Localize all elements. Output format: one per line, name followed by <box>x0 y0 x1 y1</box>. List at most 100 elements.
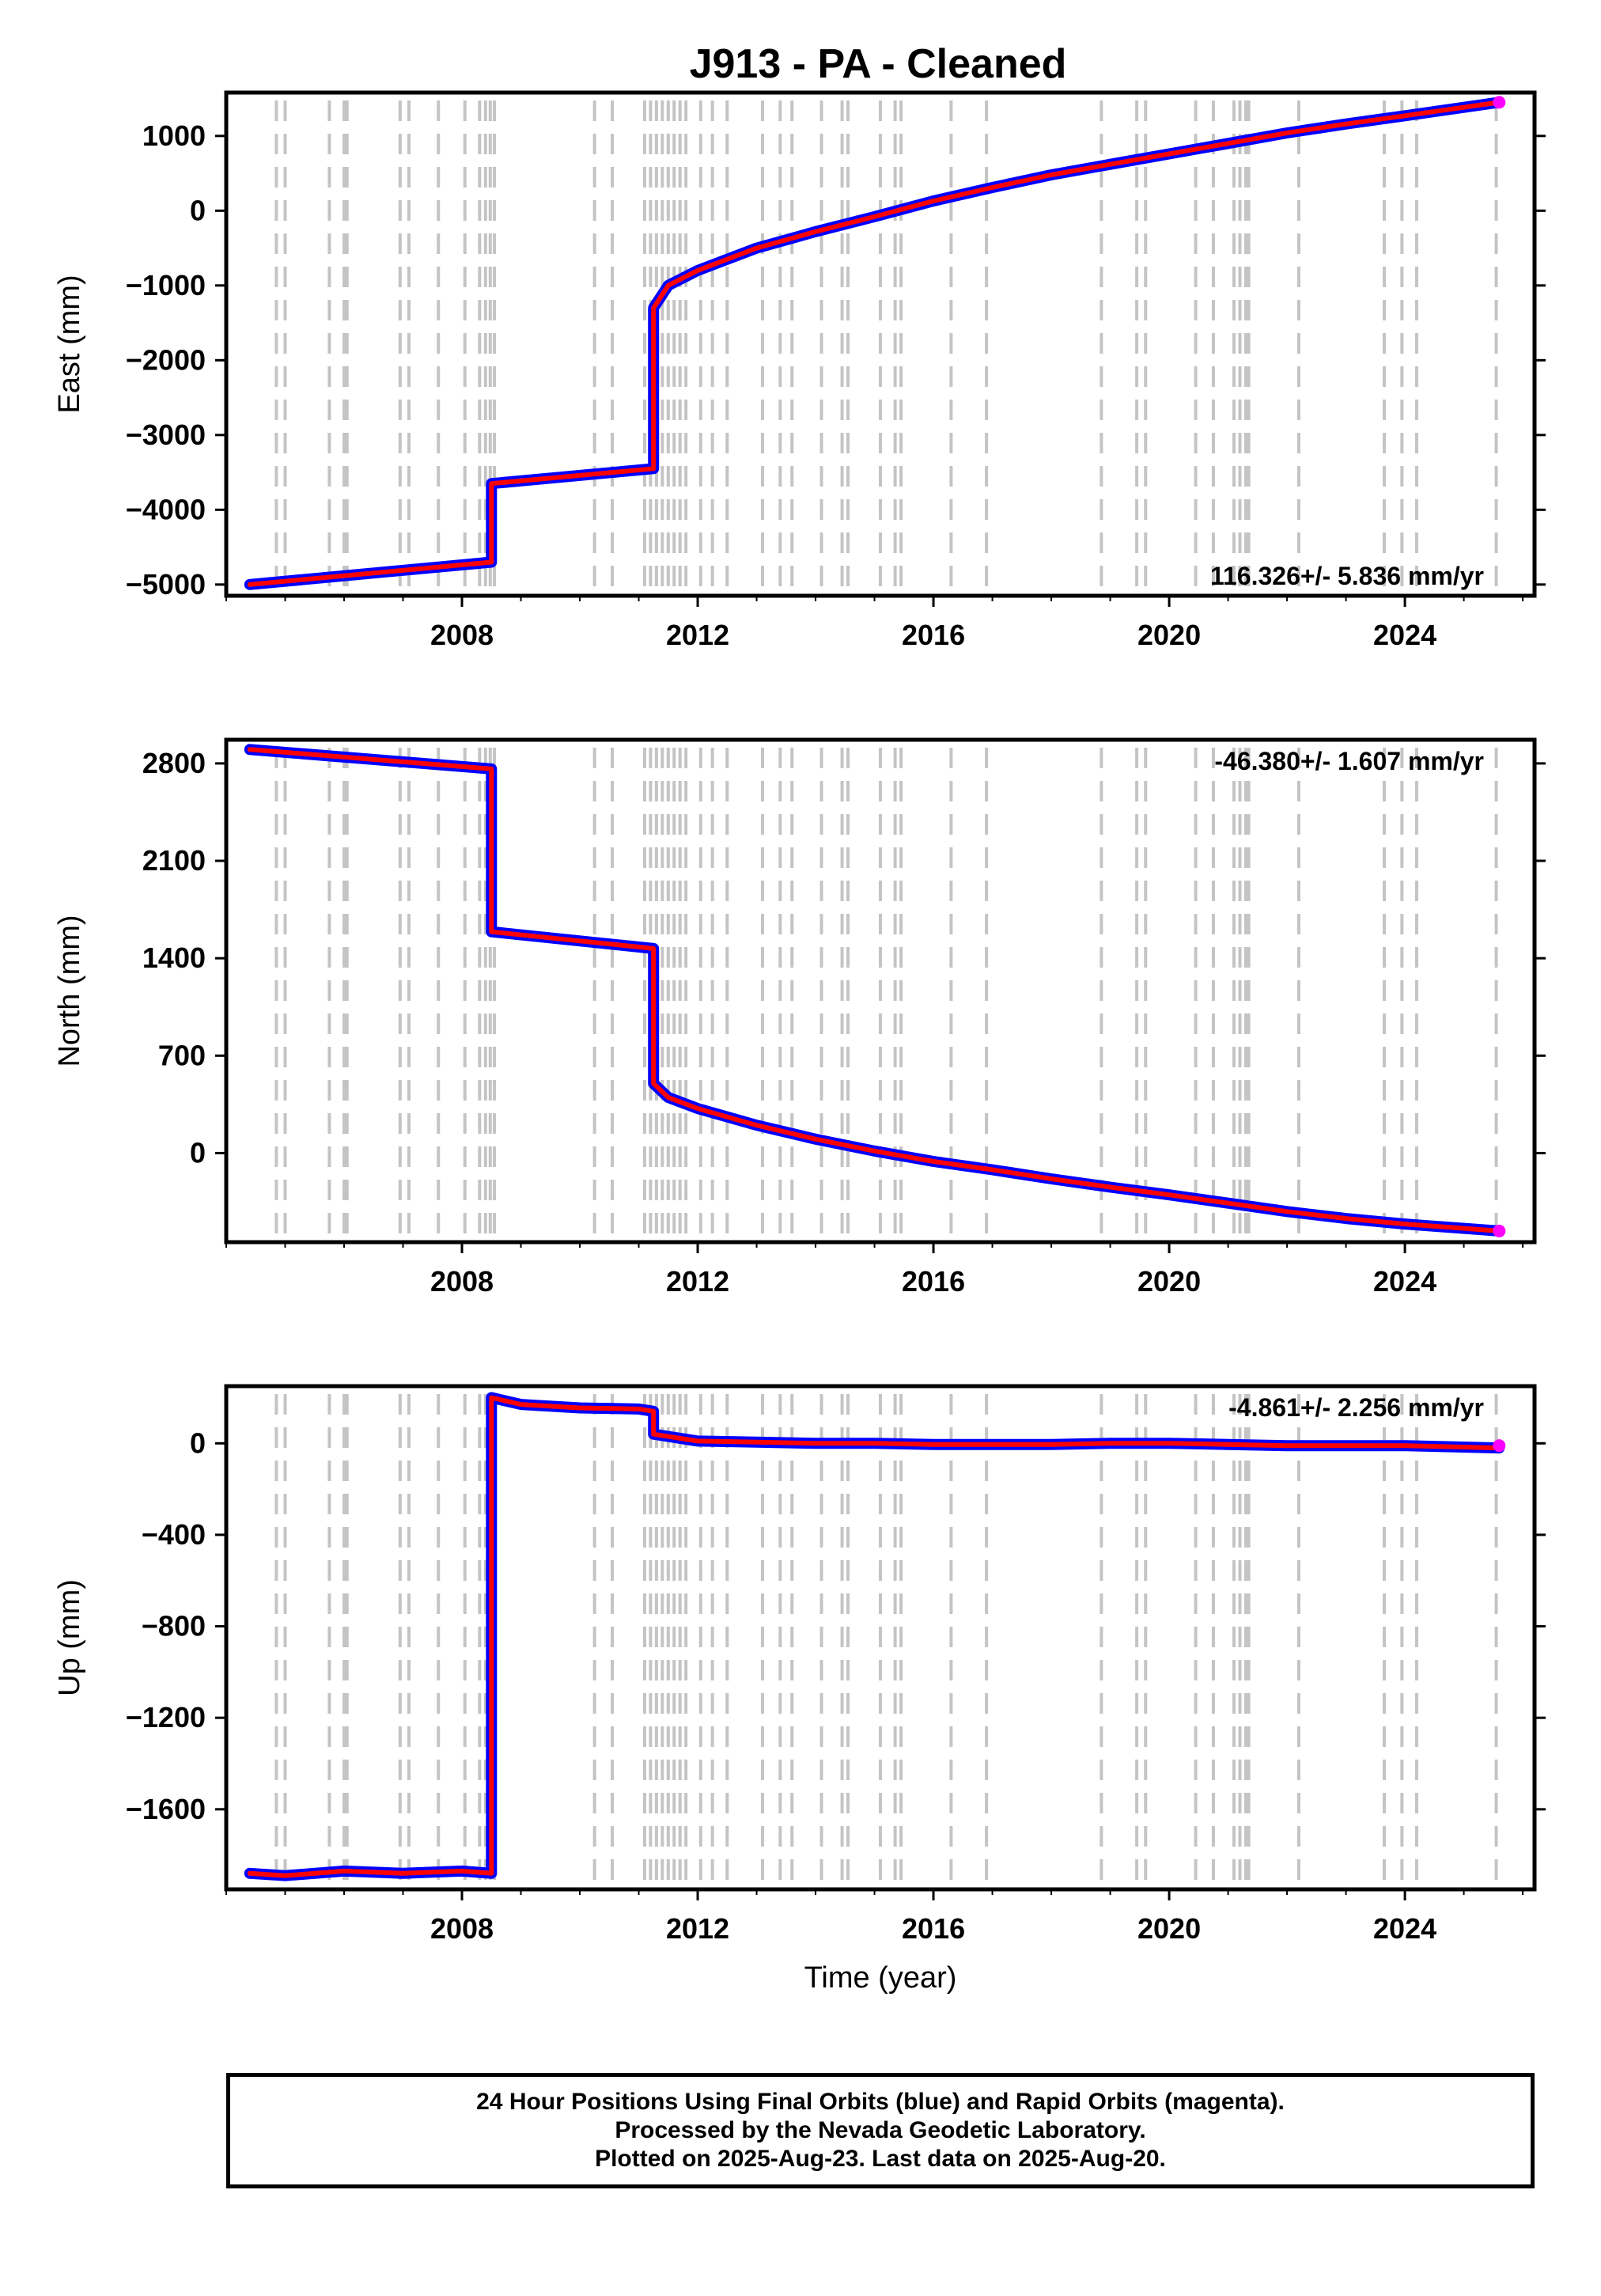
data-point <box>651 946 656 951</box>
data-point <box>489 930 494 934</box>
y-tick-label: −2000 <box>126 343 206 376</box>
data-point <box>401 1871 405 1876</box>
rapid-orbits-marker <box>1493 1224 1506 1237</box>
x-tick-label: 2016 <box>902 619 965 651</box>
data-point <box>651 305 656 310</box>
y-tick-label: 1400 <box>142 942 206 974</box>
data-point <box>1167 152 1171 156</box>
data-point <box>1402 1222 1407 1226</box>
y-tick-label: −5000 <box>126 568 206 601</box>
data-point <box>1108 1185 1113 1189</box>
data-point <box>651 466 656 471</box>
panel-east: 1000 0 −1000 −2000 −3000 −4000 −5000 2008 2012 20… <box>53 90 1546 651</box>
y-axis-label: Up (mm) <box>53 1579 86 1696</box>
data-point <box>1402 1443 1407 1448</box>
data-point <box>651 1432 656 1437</box>
x-axis-label: Time (year) <box>804 1961 957 1995</box>
data-point <box>577 1406 582 1410</box>
data-point <box>666 283 671 288</box>
x-tick-label: 2024 <box>1373 1912 1436 1945</box>
data-point <box>1344 122 1349 127</box>
data-point <box>489 560 494 564</box>
footer-caption-box: 24 Hour Positions Using Final Orbits (bl… <box>226 2073 1535 2188</box>
data-point <box>872 214 876 219</box>
rapid-orbits-marker <box>1493 1439 1506 1453</box>
x-tick-label: 2016 <box>902 1912 965 1945</box>
x-tick-label: 2024 <box>1373 619 1436 651</box>
x-tick-label: 2024 <box>1373 1265 1436 1298</box>
x-tick-label: 2008 <box>430 1912 494 1945</box>
footer-line-processed-by: Processed by the Nevada Geodetic Laborat… <box>615 2117 1146 2143</box>
series-line-model <box>247 100 1502 587</box>
x-tick-label: 2012 <box>666 619 729 651</box>
plot-frame <box>224 737 1537 1245</box>
y-tick-label: −1000 <box>126 269 206 301</box>
data-point <box>755 1440 759 1445</box>
data-point <box>519 1402 523 1407</box>
plot-frame <box>224 90 1537 598</box>
data-point <box>1344 1216 1349 1221</box>
data-point <box>695 268 700 273</box>
y-tick-label: 2800 <box>142 747 206 779</box>
data-point <box>695 1438 700 1443</box>
panel-up: 0 −400 −800 −1200 −1600 2008 2012 2016 2020 2024 U… <box>53 1384 1546 1995</box>
data-point <box>695 1106 700 1111</box>
data-point <box>651 1082 656 1085</box>
data-point <box>755 246 759 251</box>
y-tick-label: 0 <box>190 194 206 226</box>
rate-label: -46.380+/- 1.607 mm/yr <box>1214 747 1484 775</box>
y-tick-label: 0 <box>190 1136 206 1169</box>
y-tick-label: −1600 <box>126 1793 206 1825</box>
y-axis-label: East (mm) <box>53 275 86 413</box>
x-tick-label: 2020 <box>1137 1912 1201 1945</box>
data-point <box>666 1095 671 1100</box>
data-point <box>489 481 494 486</box>
panel-north: 2800 2100 1400 700 0 2008 2012 2016 2020 2024 Nort… <box>53 737 1546 1298</box>
plot-frame <box>224 1384 1537 1892</box>
data-point <box>1285 1209 1289 1214</box>
data-point <box>931 199 936 203</box>
y-tick-label: 1000 <box>142 119 206 152</box>
data-point <box>1285 1443 1289 1448</box>
data-point <box>1108 1441 1113 1445</box>
footer-line-plotted-on: Plotted on 2025-Aug-23. Last data on 202… <box>595 2146 1166 2172</box>
data-point <box>755 1123 759 1127</box>
data-point <box>990 1168 995 1172</box>
x-tick-label: 2020 <box>1137 1265 1201 1298</box>
data-point <box>931 1159 936 1164</box>
data-point <box>489 767 494 771</box>
data-point <box>1049 1442 1054 1447</box>
x-tick-label: 2008 <box>430 619 494 651</box>
data-point <box>931 1442 936 1447</box>
series-line-model <box>247 747 1502 1233</box>
data-point <box>248 1871 252 1876</box>
series-line-model <box>247 1395 1502 1878</box>
data-point <box>990 1442 995 1447</box>
data-point <box>1167 1192 1171 1197</box>
data-point <box>651 1409 656 1414</box>
data-point <box>1226 1442 1231 1447</box>
data-point <box>872 1441 876 1445</box>
data-point <box>1226 141 1231 146</box>
y-tick-label: −1200 <box>126 1701 206 1733</box>
y-tick-label: −3000 <box>126 419 206 451</box>
y-tick-label: 2100 <box>142 844 206 877</box>
rapid-orbits-marker <box>1493 96 1506 109</box>
x-tick-label: 2008 <box>430 1265 494 1298</box>
data-point <box>1049 172 1054 177</box>
data-point <box>248 582 252 587</box>
data-point <box>1402 113 1407 118</box>
footer-line-orbits: 24 Hour Positions Using Final Orbits (bl… <box>476 2089 1285 2115</box>
data-point <box>489 1871 494 1876</box>
data-point <box>872 1149 876 1154</box>
y-tick-label: −4000 <box>126 493 206 525</box>
rate-label: -4.861+/- 2.256 mm/yr <box>1228 1393 1484 1422</box>
data-point <box>637 1407 641 1411</box>
data-point <box>1344 1443 1349 1448</box>
data-point <box>283 1874 287 1878</box>
data-point <box>1108 162 1113 167</box>
data-point <box>1285 131 1289 135</box>
y-tick-label: 0 <box>190 1426 206 1459</box>
data-point <box>342 1869 346 1874</box>
